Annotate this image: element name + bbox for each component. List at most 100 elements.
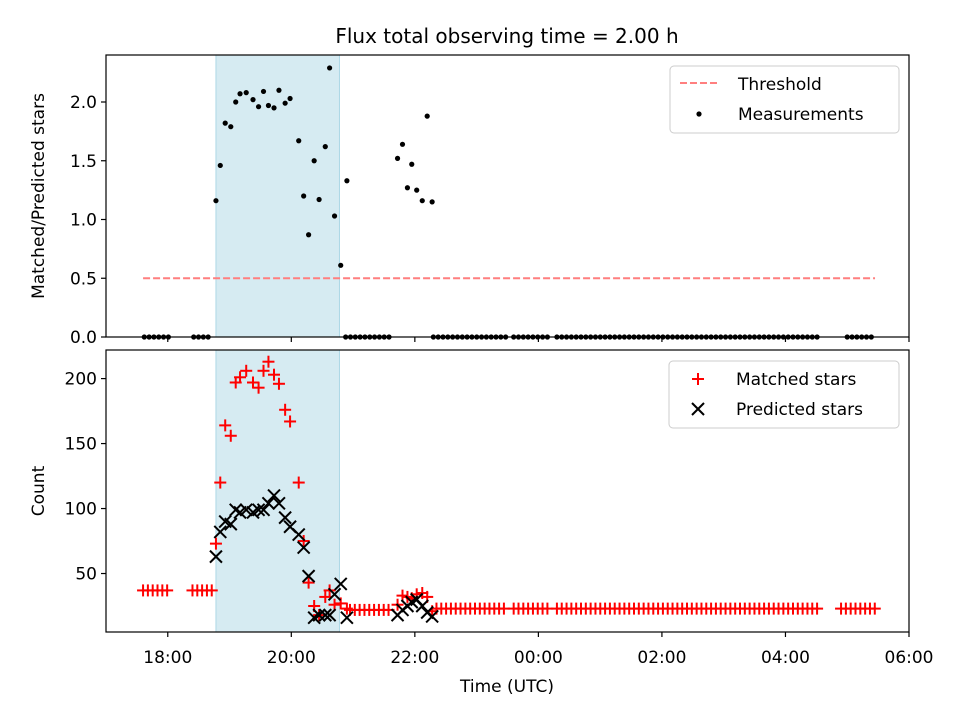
predicted-star-marker [256,503,271,517]
legend-matched-label: Matched stars [736,370,856,390]
legend-measurements-swatch [696,111,702,117]
legend-measurements-label: Measurements [738,105,864,125]
bot-xtick-label: 00:00 [514,648,563,668]
top-ytick-label: 0.0 [70,328,97,348]
bottom-shaded-interval [215,349,340,633]
top-ytick-label: 1.0 [70,211,97,231]
predicted-star-marker [213,525,227,539]
measurement-point [217,162,223,169]
predicted-star-marker [415,599,429,613]
predicted-star-marker [301,569,316,583]
top-ytick-label: 1.5 [70,152,97,172]
bot-xtick-label: 20:00 [267,648,316,668]
measurement-point [394,155,401,161]
chart-title: Flux total observing time = 2.00 h [335,24,678,48]
measurement-point [316,196,322,203]
bottom-y-ticks: 50 100 150 200 [65,370,106,585]
matched-star-marker [302,576,315,589]
bot-xtick-label: 04:00 [761,648,810,668]
matched-star-marker [279,403,292,416]
bottom-y-axis-label: Count [29,465,49,516]
matched-star-marker [262,355,275,368]
measurement-point [429,199,435,205]
predicted-star-marker [278,510,292,525]
predicted-star-marker [296,540,311,555]
top-legend: Threshold Measurements [669,65,900,134]
matched-star-marker [868,602,881,615]
measurement-point [331,213,338,219]
measurement-point [255,104,262,110]
bot-ytick-label: 50 [75,565,97,585]
measurement-point [282,100,288,106]
bot-ytick-label: 200 [65,370,97,390]
matched-star-marker [284,415,297,428]
predicted-star-marker [272,496,286,511]
measurement-point [287,95,293,102]
bot-xtick-label: 02:00 [637,648,686,668]
measurement-point [424,113,430,119]
predicted-star-marker [251,503,266,517]
matched-star-marker [340,602,353,615]
bot-xtick-label: 22:00 [390,648,439,668]
legend-matched-swatch [692,373,704,385]
matched-star-marker [811,602,824,615]
top-x-ticks [167,337,910,342]
predicted-star-marker [340,610,354,625]
matched-star-marker [161,584,174,597]
top-shaded-interval [215,54,340,338]
matched-star-marker [205,584,218,597]
measurement-point [322,144,328,150]
matched-star-marker [319,590,332,603]
legend-predicted-label: Predicted stars [736,400,863,420]
top-ytick-label: 0.5 [70,269,97,289]
top-axes-frame [105,54,910,338]
measurement-point [344,178,350,184]
top-shaded-rect [215,54,340,338]
predicted-star-marker [334,577,348,591]
predicted-star-marker [292,527,306,542]
bot-ytick-label: 100 [65,500,97,520]
measurement-point [399,141,406,147]
top-panel: 0.00.51.01.52.0 Matched/Predicted stars … [29,54,910,348]
matched-star-marker [257,364,270,377]
matched-star-marker [272,377,285,390]
measurement-point [271,105,277,111]
bottom-x-ticks: 18:00 20:00 22:00 00:00 02:00 04:00 06:00 [143,632,934,668]
measurement-point [306,232,312,238]
measurement-point [213,198,219,204]
matched-star-marker [224,429,237,442]
predicted-star-marker [224,517,238,531]
measurement-point [276,87,282,93]
measurement-point [327,65,333,71]
matched-star-marker [214,476,227,489]
measurement-point [243,90,249,96]
measurement-point [414,187,420,193]
matched-star-marker [219,419,232,432]
predicted-star-markers [209,488,439,625]
bot-shaded-rect [215,349,340,633]
bot-ytick-label: 150 [65,435,97,455]
measurement-point [265,102,272,109]
measurement-point [419,198,425,204]
measurement-point [404,185,411,191]
top-y-ticks: 0.0 0.5 1.0 1.5 2.0 [70,93,106,348]
top-y-axis-label: Matched/Predicted stars [29,93,49,299]
top-legend-box [669,65,900,134]
predicted-star-marker [312,608,326,622]
matched-star-marker [292,476,305,489]
measurement-point [260,88,267,95]
predicted-star-marker [261,496,276,511]
measurement-point [338,262,344,268]
measurement-point [296,138,302,144]
matched-star-marker [247,376,260,389]
bottom-axes-frame [105,349,910,633]
measurement-point [311,158,317,164]
predicted-star-marker [267,488,281,503]
measurement-point [228,124,234,130]
measurement-point [222,120,228,126]
predicted-star-marker [322,608,337,622]
x-axis-label: Time (UTC) [459,677,554,697]
bottom-legend: Matched stars Predicted stars [668,360,900,429]
predicted-star-marker [209,549,223,564]
